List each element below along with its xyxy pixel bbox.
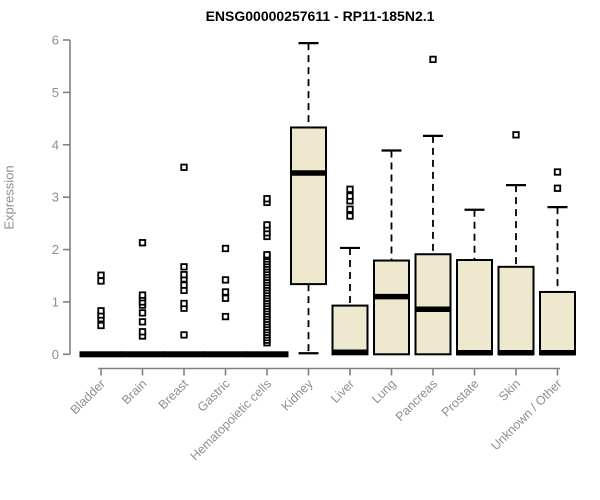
box-prostate [456,259,493,356]
outlier-bladder [97,271,105,279]
x-tick-label-pancreas: Pancreas [393,377,440,424]
outlier-breast [180,263,188,271]
outlier-gastric [221,244,230,253]
outlier-gastric [221,294,230,302]
outlier-hematopoietic-cells [263,195,271,203]
outlier-gastric [221,276,230,284]
y-tick-label: 6 [52,33,59,48]
outlier-gastric [221,288,230,296]
x-tick-label-lung: Lung [369,377,399,407]
x-tick-label-unknown-other: Unknown / Other [488,377,564,453]
outlier-hematopoietic-cells [263,251,271,259]
box-kidney [290,126,327,286]
y-tick-label: 3 [52,190,59,205]
outlier-brain [138,309,147,317]
y-tick-label: 5 [52,85,59,100]
box-liver [331,304,369,356]
collapsed-box-hematopoietic-cells [245,351,289,358]
outlier-bladder [97,321,105,330]
outlier-brain [138,328,147,336]
outlier-liver [346,205,354,213]
outlier-liver [346,185,354,193]
outlier-breast [180,163,188,171]
outlier-bladder [97,307,105,315]
outlier-brain [138,291,147,299]
x-tick-label-bladder: Bladder [68,377,108,417]
x-tick-label-prostate: Prostate [439,377,482,420]
outlier-liver [346,192,354,200]
collapsed-box-brain [121,351,164,358]
outlier-breast [180,331,188,339]
outlier-breast [180,281,188,289]
collapsed-box-breast [162,351,206,358]
outlier-bladder [97,277,105,285]
box-lung [373,259,410,356]
outlier-breast [180,299,188,308]
outlier-unknown-other [553,184,562,192]
outlier-hematopoietic-cells [263,221,271,229]
outlier-breast [180,271,188,279]
x-tick-label-gastric: Gastric [195,377,233,415]
y-tick-label: 2 [52,242,59,257]
collapsed-box-bladder [79,351,123,358]
box-pancreas [414,253,452,356]
chart-title: ENSG00000257611 - RP11-185N2.1 [205,8,435,24]
y-tick-label: 0 [52,347,59,362]
outlier-brain [138,239,147,247]
collapsed-box-gastric [204,351,247,358]
y-tick-label: 1 [52,294,59,309]
outlier-unknown-other [553,168,562,176]
outlier-brain [138,318,147,326]
x-tick-label-breast: Breast [156,376,192,412]
box-skin [497,265,535,356]
x-tick-label-kidney: Kidney [279,376,316,413]
x-tick-label-skin: Skin [496,377,523,404]
outlier-gastric [221,312,230,321]
outlier-pancreas [429,55,437,64]
y-tick-label: 4 [52,137,59,152]
outlier-liver [346,212,354,220]
outlier-skin [512,131,520,139]
x-tick-label-liver: Liver [328,377,357,406]
x-tick-label-brain: Brain [119,377,150,408]
box-unknown-other [539,290,576,356]
x-tick-label-hematopoietic-cells: Hematopoietic cells [188,377,275,464]
